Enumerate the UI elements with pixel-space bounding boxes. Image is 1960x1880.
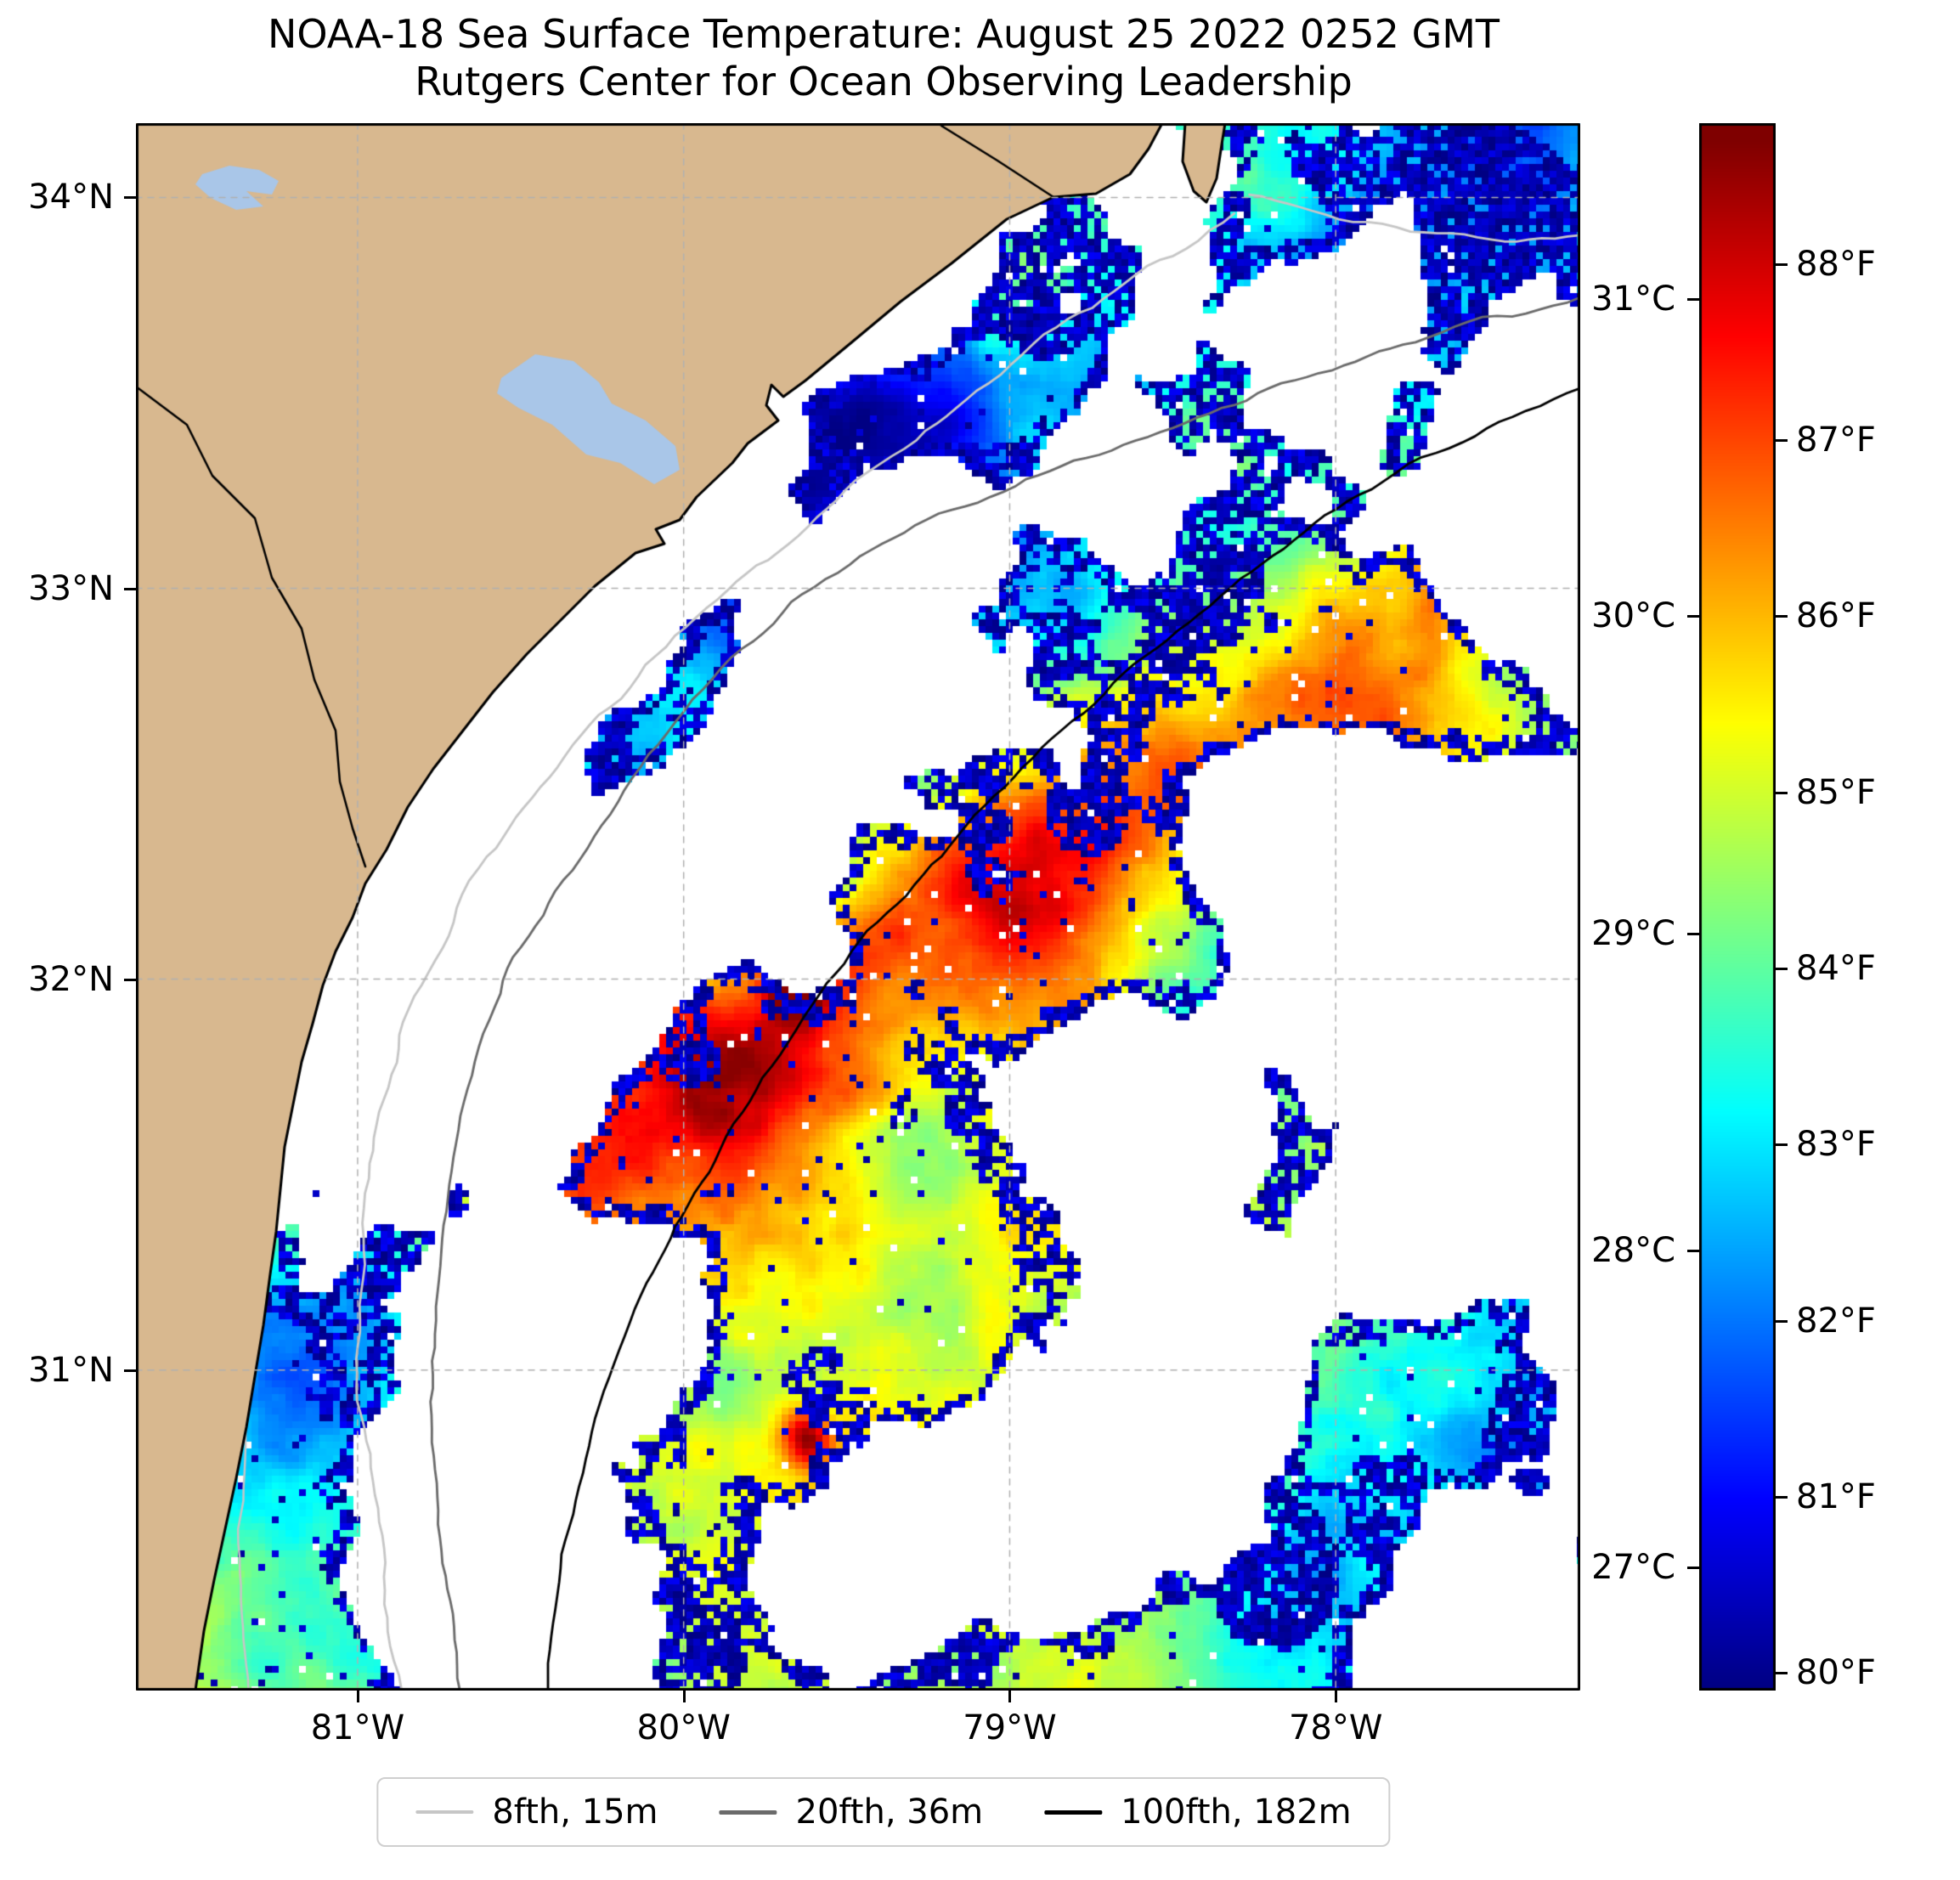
cb-c-tick-0: [1687, 298, 1699, 302]
colorbar: [1699, 123, 1776, 1691]
y-tick-2: [124, 978, 136, 981]
cb-f-tick-0: [1776, 263, 1788, 266]
legend-item-100fth: 100fth, 182m: [1044, 1792, 1352, 1832]
colorbar-f-label-6: 82°F: [1796, 1301, 1876, 1341]
legend-label-20fth: 20fth, 36m: [795, 1792, 984, 1832]
cb-c-tick-1: [1687, 615, 1699, 618]
x-tick-label-2: 79°W: [963, 1708, 1057, 1747]
sst-map: [136, 123, 1580, 1691]
x-tick-2: [1008, 1691, 1012, 1702]
cb-f-tick-2: [1776, 615, 1788, 618]
colorbar-f-label-7: 81°F: [1796, 1476, 1876, 1516]
y-tick-label-0: 34°N: [28, 178, 114, 217]
y-tick-label-1: 33°N: [28, 568, 114, 608]
legend-label-100fth: 100fth, 182m: [1121, 1792, 1352, 1832]
cb-c-tick-3: [1687, 1249, 1699, 1252]
y-tick-1: [124, 587, 136, 590]
y-tick-label-2: 32°N: [28, 959, 114, 999]
depth-contour-legend: 8fth, 15m 20fth, 36m 100fth, 182m: [376, 1777, 1391, 1847]
x-tick-label-1: 80°W: [636, 1708, 731, 1747]
y-tick-label-3: 31°N: [28, 1350, 114, 1390]
title-line-1: NOAA-18 Sea Surface Temperature: August …: [267, 11, 1500, 57]
cb-c-tick-4: [1687, 1566, 1699, 1569]
colorbar-c-label-1: 30°C: [1591, 596, 1675, 636]
legend-line-20fth: [719, 1809, 777, 1815]
legend-label-8fth: 8fth, 15m: [492, 1792, 658, 1832]
cb-c-tick-2: [1687, 932, 1699, 935]
x-tick-0: [356, 1691, 359, 1702]
legend-item-20fth: 20fth, 36m: [719, 1792, 984, 1832]
y-tick-0: [124, 196, 136, 200]
colorbar-c-label-2: 29°C: [1591, 913, 1675, 953]
title-line-2: Rutgers Center for Ocean Observing Leade…: [415, 59, 1353, 105]
x-tick-label-0: 81°W: [310, 1708, 405, 1747]
x-tick-3: [1335, 1691, 1338, 1702]
colorbar-f-label-4: 84°F: [1796, 949, 1876, 989]
colorbar-f-label-1: 87°F: [1796, 421, 1876, 460]
colorbar-f-label-3: 85°F: [1796, 772, 1876, 812]
cb-f-tick-8: [1776, 1672, 1788, 1675]
colorbar-c-label-0: 31°C: [1591, 279, 1675, 319]
legend-line-100fth: [1044, 1809, 1103, 1815]
cb-f-tick-3: [1776, 791, 1788, 794]
colorbar-c-label-3: 28°C: [1591, 1230, 1675, 1270]
colorbar-f-label-8: 80°F: [1796, 1653, 1876, 1693]
figure-title: NOAA-18 Sea Surface Temperature: August …: [136, 10, 1631, 105]
cb-f-tick-6: [1776, 1319, 1788, 1323]
x-tick-1: [682, 1691, 686, 1702]
cb-f-tick-4: [1776, 968, 1788, 971]
colorbar-c-label-4: 27°C: [1591, 1547, 1675, 1587]
colorbar-f-label-2: 86°F: [1796, 596, 1876, 636]
y-tick-3: [124, 1369, 136, 1372]
legend-line-8fth: [415, 1810, 474, 1814]
colorbar-f-label-5: 83°F: [1796, 1125, 1876, 1165]
legend-item-8fth: 8fth, 15m: [415, 1792, 658, 1832]
colorbar-f-label-0: 88°F: [1796, 244, 1876, 284]
cb-f-tick-7: [1776, 1495, 1788, 1499]
cb-f-tick-5: [1776, 1143, 1788, 1147]
cb-f-tick-1: [1776, 439, 1788, 443]
x-tick-label-3: 78°W: [1288, 1708, 1383, 1747]
